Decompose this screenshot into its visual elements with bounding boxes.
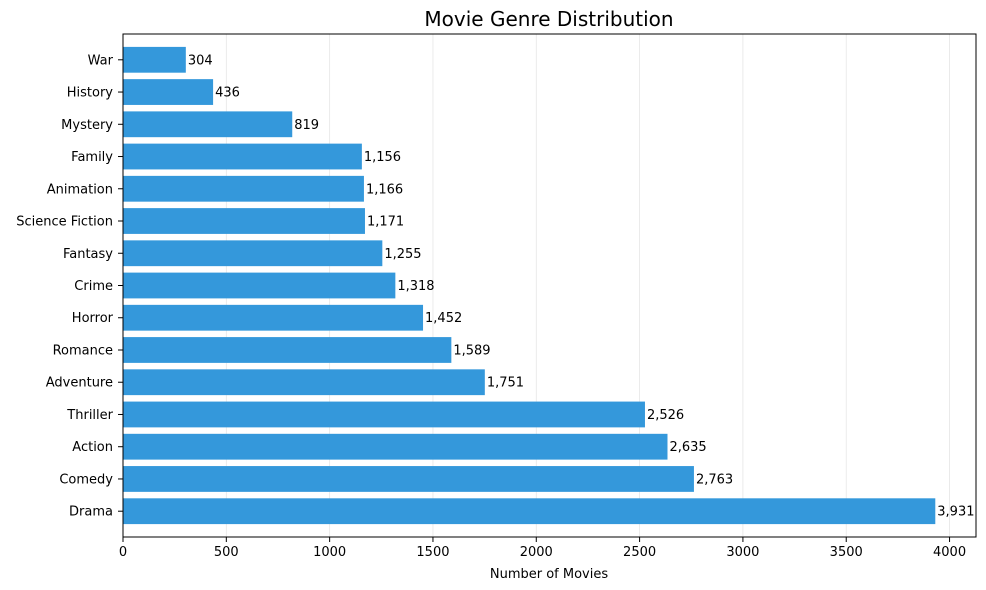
data-label-family: 1,156 xyxy=(364,150,401,165)
data-label-action: 2,635 xyxy=(669,440,706,455)
data-label-animation: 1,166 xyxy=(366,182,403,197)
data-label-history: 436 xyxy=(215,86,240,101)
data-label-romance: 1,589 xyxy=(453,343,490,358)
bar-adventure xyxy=(123,369,485,396)
y-tick-label: Adventure xyxy=(46,376,113,391)
y-tick-label: Horror xyxy=(72,311,114,326)
data-label-thriller: 2,526 xyxy=(647,408,684,423)
plot-frame xyxy=(122,33,977,538)
bar-drama xyxy=(123,498,936,525)
x-tick-label: 3000 xyxy=(726,545,759,560)
data-labels: 3,931 2,763 2,635 2,526 1,751 1,589 1,452 1,318… xyxy=(188,53,975,519)
bar-romance xyxy=(123,337,452,363)
bar-family xyxy=(123,143,362,170)
data-label-crime: 1,318 xyxy=(397,279,434,294)
bar-animation xyxy=(123,175,364,202)
y-tick-label: Animation xyxy=(47,182,113,197)
bar-horror xyxy=(123,304,424,331)
x-axis-ticks: 0 500 1000 1500 2000 2500 3000 3500 4000 xyxy=(119,537,966,560)
data-label-horror: 1,452 xyxy=(425,311,462,326)
data-label-comedy: 2,763 xyxy=(696,472,733,487)
y-axis-ticks: Drama Comedy Action Thriller Adventure Romanc… xyxy=(16,53,123,520)
x-tick-label: 500 xyxy=(214,545,239,560)
data-label-adventure: 1,751 xyxy=(487,376,524,391)
bar-history xyxy=(123,79,214,105)
data-label-war: 304 xyxy=(188,53,213,68)
bar-crime xyxy=(123,272,396,299)
y-tick-label: Crime xyxy=(74,279,113,294)
bar-science-fiction xyxy=(123,208,365,234)
bar-comedy xyxy=(123,466,694,492)
x-tick-label: 0 xyxy=(119,545,127,560)
y-tick-label: Mystery xyxy=(61,118,113,133)
data-label-fantasy: 1,255 xyxy=(384,247,421,262)
chart-title: Movie Genre Distribution xyxy=(424,7,673,31)
x-tick-label: 1500 xyxy=(416,545,449,560)
bar-thriller xyxy=(123,401,645,428)
y-tick-label: Drama xyxy=(69,505,113,520)
y-tick-label: Family xyxy=(71,150,113,165)
x-tick-label: 2500 xyxy=(623,545,656,560)
y-tick-label: Science Fiction xyxy=(16,215,113,230)
bar-war xyxy=(123,46,186,73)
bar-action xyxy=(123,433,668,460)
data-label-science-fiction: 1,171 xyxy=(367,215,404,230)
bars xyxy=(123,46,936,525)
x-tick-label: 3500 xyxy=(830,545,863,560)
y-tick-label: War xyxy=(88,53,114,68)
x-tick-label: 2000 xyxy=(520,545,553,560)
data-label-drama: 3,931 xyxy=(937,505,974,520)
y-tick-label: Comedy xyxy=(59,472,113,487)
x-axis-label: Number of Movies xyxy=(490,567,608,582)
bar-mystery xyxy=(123,111,293,138)
y-tick-label: Thriller xyxy=(66,408,113,423)
y-tick-label: Romance xyxy=(53,343,113,358)
y-tick-label: Fantasy xyxy=(63,247,113,262)
y-tick-label: Action xyxy=(72,440,113,455)
data-label-mystery: 819 xyxy=(294,118,319,133)
bar-fantasy xyxy=(123,240,383,267)
y-tick-label: History xyxy=(67,86,114,101)
x-tick-label: 1000 xyxy=(313,545,346,560)
x-tick-label: 4000 xyxy=(933,545,966,560)
